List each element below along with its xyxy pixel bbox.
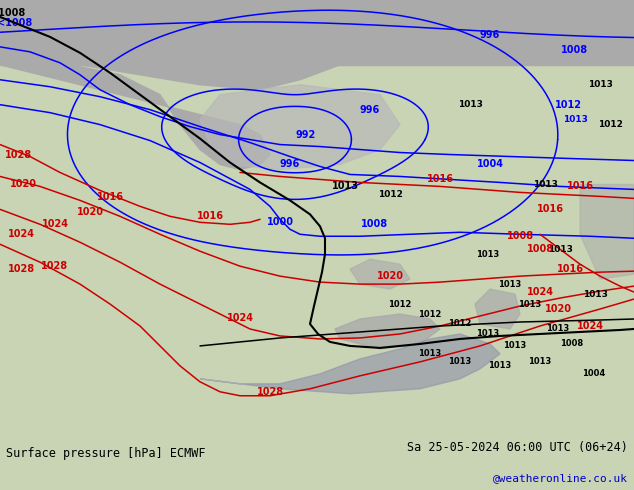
Text: @weatheronline.co.uk: @weatheronline.co.uk <box>493 472 628 483</box>
Text: 1013: 1013 <box>519 299 541 309</box>
Text: 1013: 1013 <box>458 100 482 109</box>
Text: 1024: 1024 <box>526 287 553 297</box>
Text: 1013: 1013 <box>332 181 358 192</box>
Text: 1013: 1013 <box>488 361 512 370</box>
Text: 1008: 1008 <box>361 220 389 229</box>
Text: 1013: 1013 <box>418 349 442 358</box>
Text: 1013: 1013 <box>583 290 607 298</box>
Text: Surface pressure [hPa] ECMWF: Surface pressure [hPa] ECMWF <box>6 447 206 460</box>
Text: 1013: 1013 <box>562 115 588 124</box>
Text: 1020: 1020 <box>545 304 571 314</box>
Text: 1008: 1008 <box>507 231 534 241</box>
Text: 1013: 1013 <box>476 329 500 339</box>
Text: 1004: 1004 <box>477 159 503 170</box>
Text: 1004: 1004 <box>583 369 605 378</box>
Text: 1013: 1013 <box>547 324 569 334</box>
Text: 1013: 1013 <box>448 357 472 367</box>
Text: 1024: 1024 <box>41 220 68 229</box>
Text: Sa 25-05-2024 06:00 UTC (06+24): Sa 25-05-2024 06:00 UTC (06+24) <box>407 441 628 454</box>
Text: 1012: 1012 <box>418 310 442 318</box>
Text: 1013: 1013 <box>498 280 522 289</box>
Text: 1016: 1016 <box>427 174 453 184</box>
Text: 1012: 1012 <box>598 120 623 129</box>
Text: 1012: 1012 <box>388 299 411 309</box>
Text: 996: 996 <box>280 159 300 170</box>
Polygon shape <box>460 0 634 55</box>
Polygon shape <box>335 314 440 349</box>
Text: 1013: 1013 <box>503 342 527 350</box>
Text: 996: 996 <box>360 105 380 115</box>
Text: 1012: 1012 <box>378 190 403 199</box>
Text: <1008: <1008 <box>0 8 25 18</box>
Text: 1013: 1013 <box>533 180 557 189</box>
Text: 1012: 1012 <box>555 99 581 110</box>
Text: 1024: 1024 <box>226 313 254 323</box>
Text: 1024: 1024 <box>576 321 604 331</box>
Text: 1028: 1028 <box>8 264 35 274</box>
Text: 1008: 1008 <box>526 244 553 254</box>
Polygon shape <box>350 259 410 289</box>
Text: 1020: 1020 <box>377 271 403 281</box>
Text: 1016: 1016 <box>197 211 224 221</box>
Text: 1000: 1000 <box>266 217 294 227</box>
Text: 1020: 1020 <box>10 179 37 190</box>
Text: 1028: 1028 <box>5 149 32 160</box>
Text: 1020: 1020 <box>77 207 103 218</box>
Text: 1016: 1016 <box>536 204 564 214</box>
Text: 1024: 1024 <box>8 229 35 239</box>
Polygon shape <box>0 65 270 170</box>
Text: 1008: 1008 <box>560 340 583 348</box>
Text: 996: 996 <box>480 30 500 40</box>
Polygon shape <box>0 0 340 90</box>
Polygon shape <box>200 85 400 170</box>
Text: 1013: 1013 <box>528 357 552 367</box>
Polygon shape <box>200 334 500 394</box>
Text: 1013: 1013 <box>548 245 573 254</box>
Text: 1013: 1013 <box>476 250 500 259</box>
Text: 1016: 1016 <box>557 264 583 274</box>
Polygon shape <box>580 184 634 279</box>
Text: 1016: 1016 <box>96 193 124 202</box>
Text: 1013: 1013 <box>588 80 612 89</box>
Text: 1012: 1012 <box>448 319 472 328</box>
Text: 1028: 1028 <box>41 261 68 271</box>
Text: 1008: 1008 <box>562 45 588 55</box>
Text: <1008: <1008 <box>0 18 32 28</box>
Text: 1016: 1016 <box>567 181 593 192</box>
Polygon shape <box>475 289 520 329</box>
Text: 992: 992 <box>296 129 316 140</box>
Text: 1028: 1028 <box>256 387 283 397</box>
